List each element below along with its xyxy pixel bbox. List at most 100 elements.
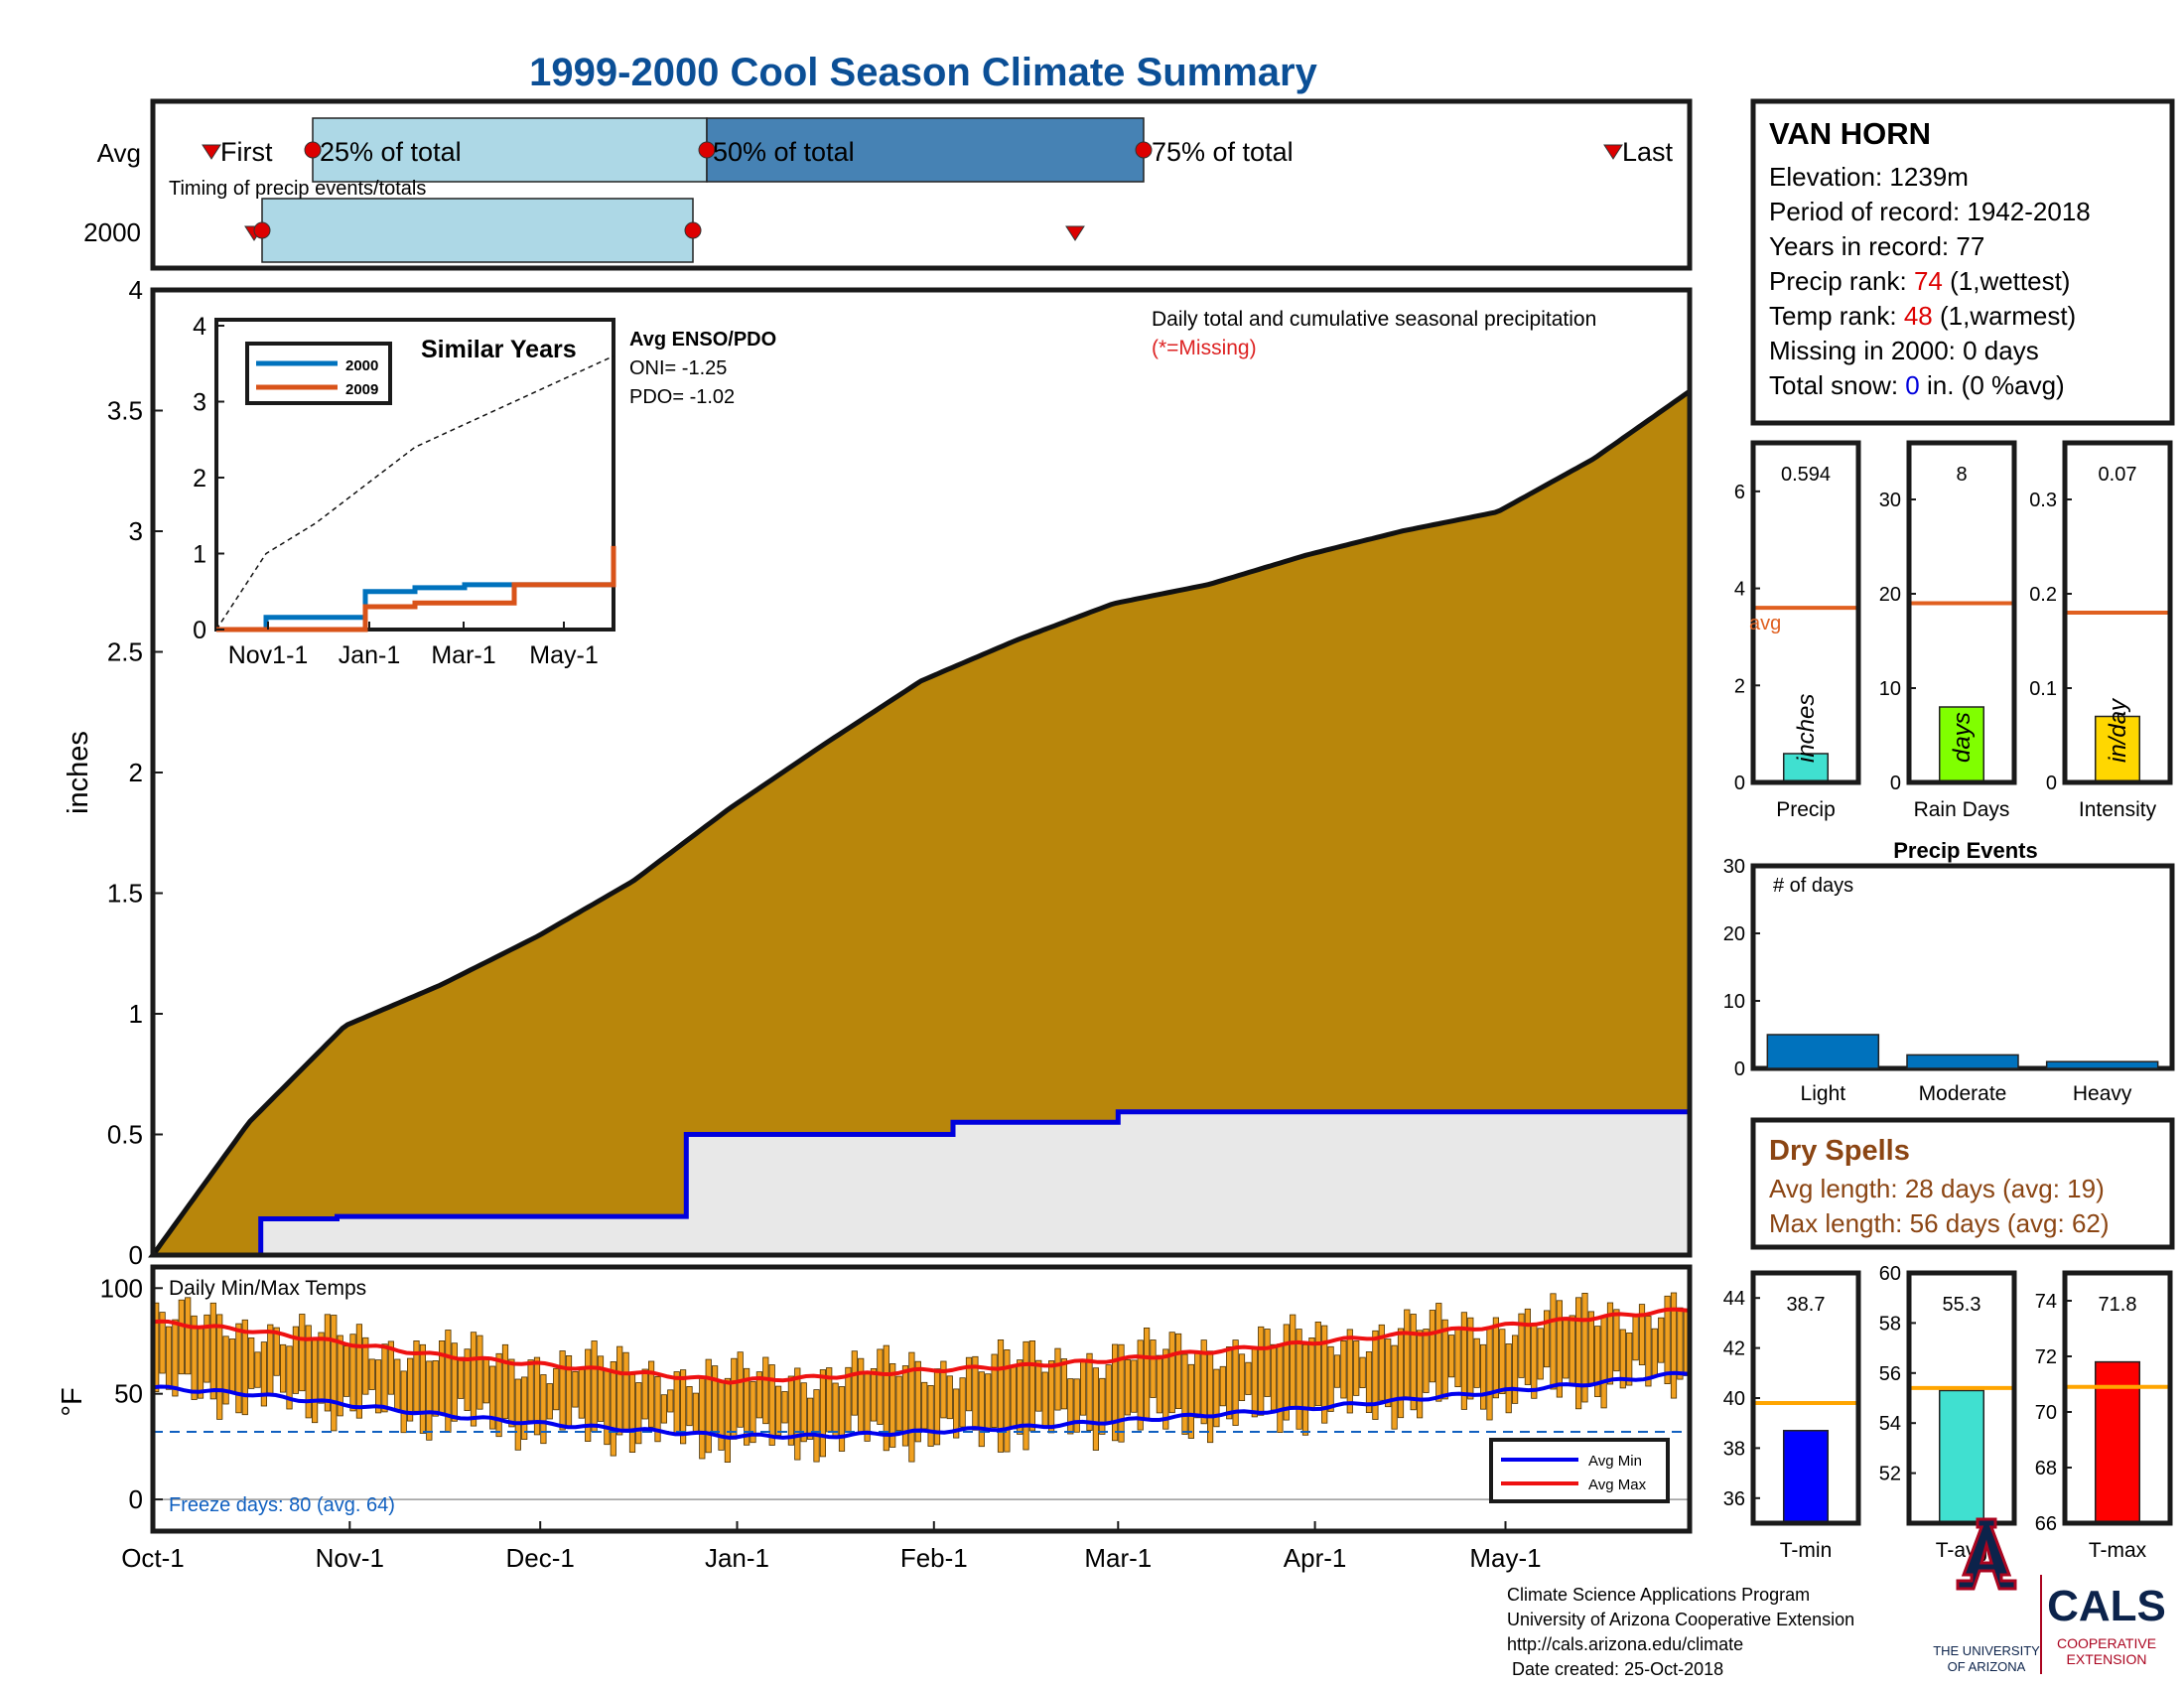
daily-temp-bar <box>1028 1340 1035 1432</box>
temp-summary-ytick-label: 56 <box>1879 1363 1901 1385</box>
temp-summary-value-1: 55.3 <box>1943 1294 1981 1316</box>
daily-temp-bar <box>495 1352 502 1438</box>
precip-summary-ytick-label: 0.2 <box>2029 584 2057 606</box>
daily-temp-bar <box>692 1392 700 1434</box>
daily-temp-bar <box>1194 1351 1201 1419</box>
daily-temp-bar <box>394 1358 401 1410</box>
temp-summary-bar-0 <box>1782 1430 1830 1524</box>
first-marker-icon <box>202 144 221 160</box>
precip-summary-ytick-label: 0 <box>1890 773 1901 794</box>
2000-50-marker-icon <box>684 221 702 239</box>
month-tick-label: Jan-1 <box>705 1543 769 1573</box>
similar-years-inset: 0 1 2 3 4 Nov1-1 Jan-1 Mar-1 May-1 Similar Year… <box>193 313 616 669</box>
daily-temp-bar <box>1017 1359 1024 1435</box>
daily-temp-bar <box>1226 1346 1233 1420</box>
legend-avg-max: Avg Max <box>1588 1477 1647 1493</box>
daily-temp-bar <box>1213 1368 1220 1428</box>
daily-temp-bar <box>895 1375 902 1432</box>
daily-temp-bar <box>1499 1329 1506 1394</box>
daily-temp-bar <box>540 1374 547 1445</box>
inset-2009-line <box>216 545 616 633</box>
daily-temp-bar <box>762 1356 769 1425</box>
daily-temp-bar <box>1512 1335 1519 1404</box>
daily-temp-bar <box>159 1312 166 1374</box>
pdo-value: PDO= -1.02 <box>629 386 735 408</box>
inset-xtick-label: May-1 <box>529 641 598 669</box>
daily-temp-bar <box>959 1377 966 1428</box>
freeze-note: Freeze days: 80 (avg. 64) <box>169 1494 395 1516</box>
daily-temp-bar <box>699 1375 706 1460</box>
daily-temp-bar <box>1467 1317 1474 1400</box>
daily-temp-bar <box>660 1394 668 1424</box>
station-precip-rank: Precip rank: 74 (1,wettest) <box>1769 266 2070 296</box>
daily-temp-bar <box>1600 1317 1607 1409</box>
timing-caption: Timing of precip events/totals <box>169 178 426 200</box>
daily-temp-bar <box>877 1348 884 1425</box>
temp-summary-ytick-label: 60 <box>1879 1263 1901 1285</box>
precip-summary-value-1: 8 <box>1956 464 1967 486</box>
daily-temp-bar <box>355 1324 363 1419</box>
daily-temp-bar <box>241 1319 248 1416</box>
coop-line1: COOPERATIVE <box>2057 1635 2156 1651</box>
daily-temp-bar <box>768 1364 775 1446</box>
daily-temp-bar <box>546 1383 553 1420</box>
main-ylabel: inches <box>63 731 94 814</box>
daily-temp-bar <box>527 1359 534 1422</box>
daily-temp-bar <box>775 1385 782 1436</box>
daily-temp-bar <box>1270 1343 1278 1411</box>
main-caption: Daily total and cumulative seasonal prec… <box>1152 308 1596 331</box>
precip-summary-panel-2: 0 0.1 0.2 0.3 0.07 in/day Intensity <box>2029 440 2173 821</box>
daily-temp-bar <box>1150 1339 1157 1398</box>
main-ytick-label: 0.5 <box>107 1120 143 1150</box>
precip-summary-ytick-label: 20 <box>1879 584 1901 606</box>
daily-temp-bar <box>1060 1358 1067 1410</box>
oni-value: ONI= -1.25 <box>629 357 727 379</box>
temp-summary-bar-1 <box>1938 1389 1985 1524</box>
daily-temp-bar <box>387 1340 395 1395</box>
daily-temp-bar <box>1518 1313 1525 1378</box>
daily-temp-bar <box>1048 1360 1055 1434</box>
daily-temp-bar <box>368 1358 375 1390</box>
daily-temp-bar <box>1670 1292 1678 1399</box>
temp-summary-ytick-label: 44 <box>1723 1288 1745 1310</box>
avg-25-50-box <box>312 117 708 183</box>
daily-temp-bar <box>965 1356 973 1412</box>
daily-temp-bar <box>985 1373 992 1431</box>
temp-ytick-label: 0 <box>129 1484 143 1514</box>
precip-summary-bar-2 <box>2094 715 2141 783</box>
temp-summary-value-2: 71.8 <box>2099 1294 2137 1316</box>
daily-temp-bar <box>978 1371 985 1448</box>
daily-temp-bar <box>178 1299 185 1375</box>
daily-temp-bar <box>438 1340 446 1415</box>
precip-events-ylabel: # of days <box>1773 875 1853 897</box>
temp-summary-ytick-label: 54 <box>1879 1413 1901 1435</box>
daily-temp-bar <box>1004 1349 1011 1453</box>
daily-temp-bar <box>305 1325 312 1419</box>
daily-temp-bar <box>572 1371 579 1408</box>
precip-summary-avg-label-0: avg <box>1749 613 1781 634</box>
precip-event-label: Light <box>1801 1082 1846 1105</box>
main-ytick-label: 2 <box>129 758 143 787</box>
daily-temp-bar <box>381 1343 388 1413</box>
daily-temp-bar <box>908 1351 915 1463</box>
daily-temp-bar <box>216 1314 223 1420</box>
month-tick-label: Nov-1 <box>316 1543 384 1573</box>
inset-ytick-label: 1 <box>193 541 206 569</box>
daily-temp-bar <box>648 1360 655 1428</box>
daily-temp-bar <box>1054 1347 1061 1411</box>
temp-summary-panel-2: 66 68 70 72 74 71.8 T-max <box>2035 1270 2173 1562</box>
p75-label: 75% of total <box>1152 137 1294 167</box>
daily-temp-bar <box>1258 1326 1265 1416</box>
daily-temp-bar <box>1112 1343 1119 1442</box>
daily-temp-bar <box>641 1368 648 1420</box>
footer-credits: Climate Science Applications Program Uni… <box>1507 1585 1854 1679</box>
daily-temp-bar <box>318 1332 325 1404</box>
daily-temp-bar <box>1556 1300 1563 1398</box>
daily-temp-bar <box>1321 1325 1328 1424</box>
daily-temp-bar <box>508 1358 515 1428</box>
daily-temp-bar <box>1581 1293 1588 1403</box>
daily-temp-bar <box>800 1382 807 1443</box>
